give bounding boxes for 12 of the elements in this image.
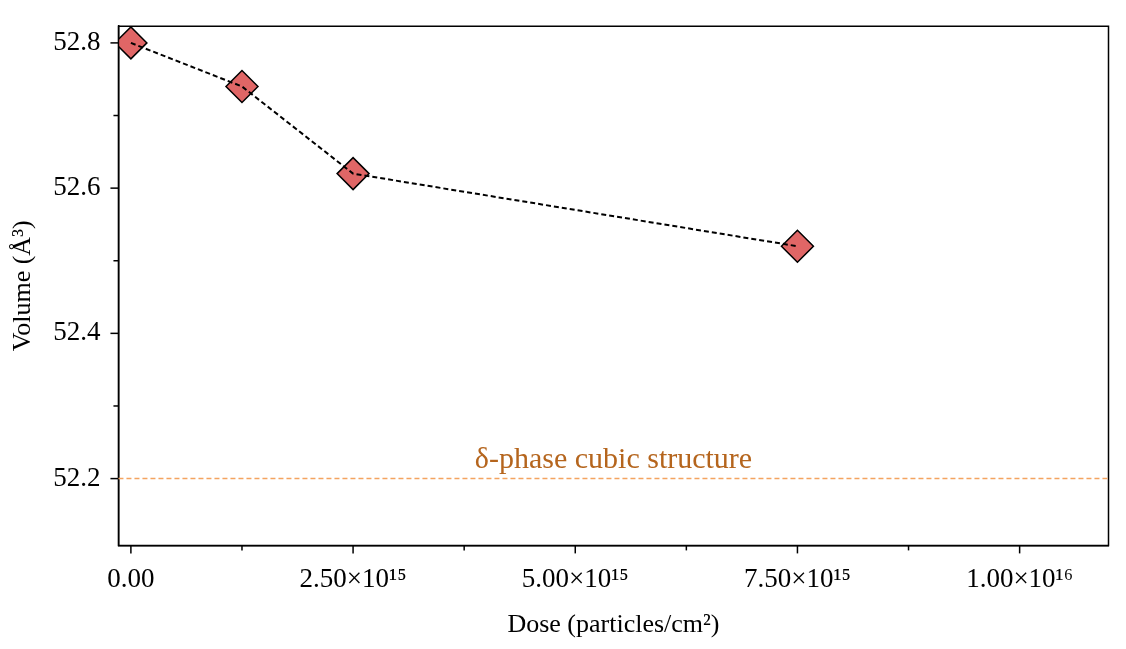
x-tick-label: 2.50×10¹⁵	[299, 562, 407, 593]
x-axis-title: Dose (particles/cm²)	[507, 609, 720, 639]
x-tick-label: 0.00	[107, 562, 155, 593]
y-tick-label: 52.6	[53, 171, 101, 202]
ref-line-label: δ-phase cubic structure	[474, 441, 753, 475]
x-tick-label: 1.00×10¹⁶	[966, 562, 1074, 593]
y-tick-label: 52.2	[53, 461, 101, 492]
y-axis-title: Volume (Å³)	[7, 220, 37, 352]
y-tick-label: 52.8	[53, 26, 101, 56]
x-tick-label: 5.00×10¹⁵	[521, 562, 629, 593]
x-tick-label: 7.50×10¹⁵	[743, 562, 851, 593]
y-tick-label: 52.4	[53, 316, 101, 347]
